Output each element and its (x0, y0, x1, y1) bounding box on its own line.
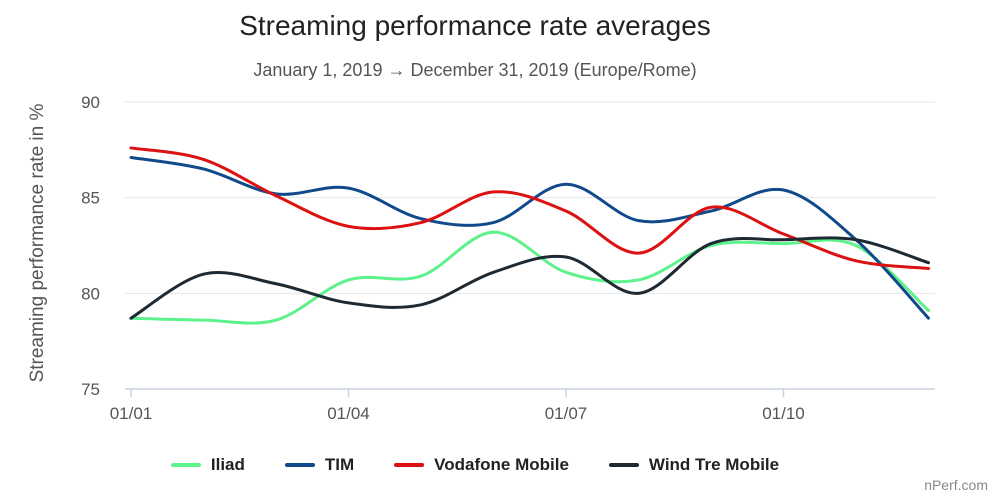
legend-label: Vodafone Mobile (434, 455, 569, 474)
legend-item-tim[interactable]: TIM (284, 455, 355, 475)
chart-subtitle: January 1, 2019 → December 31, 2019 (Eur… (253, 60, 697, 80)
legend-swatch (394, 463, 425, 467)
legend-swatch (284, 463, 315, 467)
legend-label: Iliad (210, 455, 245, 474)
series-line-tim (129, 155, 930, 320)
x-tick-label: 01/10 (762, 404, 805, 423)
series-line-wind-tre-mobile (129, 236, 930, 320)
legend: Iliad TIM Vodafone Mobile Wind Tre Mobile (0, 455, 950, 475)
y-tick-label: 75 (81, 380, 100, 399)
y-tick-label: 90 (81, 93, 100, 112)
y-tick-label: 85 (81, 189, 100, 208)
y-tick-label: 80 (81, 284, 100, 303)
legend-label: Wind Tre Mobile (648, 455, 780, 474)
legend-label: TIM (324, 455, 355, 474)
legend-item-iliad[interactable]: Iliad (170, 455, 245, 475)
legend-item-vodafone-mobile[interactable]: Vodafone Mobile (394, 455, 569, 475)
credit-text: nPerf.com (924, 477, 988, 493)
legend-swatch (608, 463, 639, 467)
series-line-iliad (129, 230, 930, 325)
series-line-vodafone-mobile (129, 146, 930, 270)
legend-swatch (170, 463, 201, 467)
x-tick-label: 01/04 (327, 404, 370, 423)
legend-item-wind-tre-mobile[interactable]: Wind Tre Mobile (608, 455, 780, 475)
x-tick-label: 01/07 (545, 404, 588, 423)
x-tick-label: 01/01 (110, 404, 153, 423)
chart-title: Streaming performance rate averages (239, 10, 711, 41)
